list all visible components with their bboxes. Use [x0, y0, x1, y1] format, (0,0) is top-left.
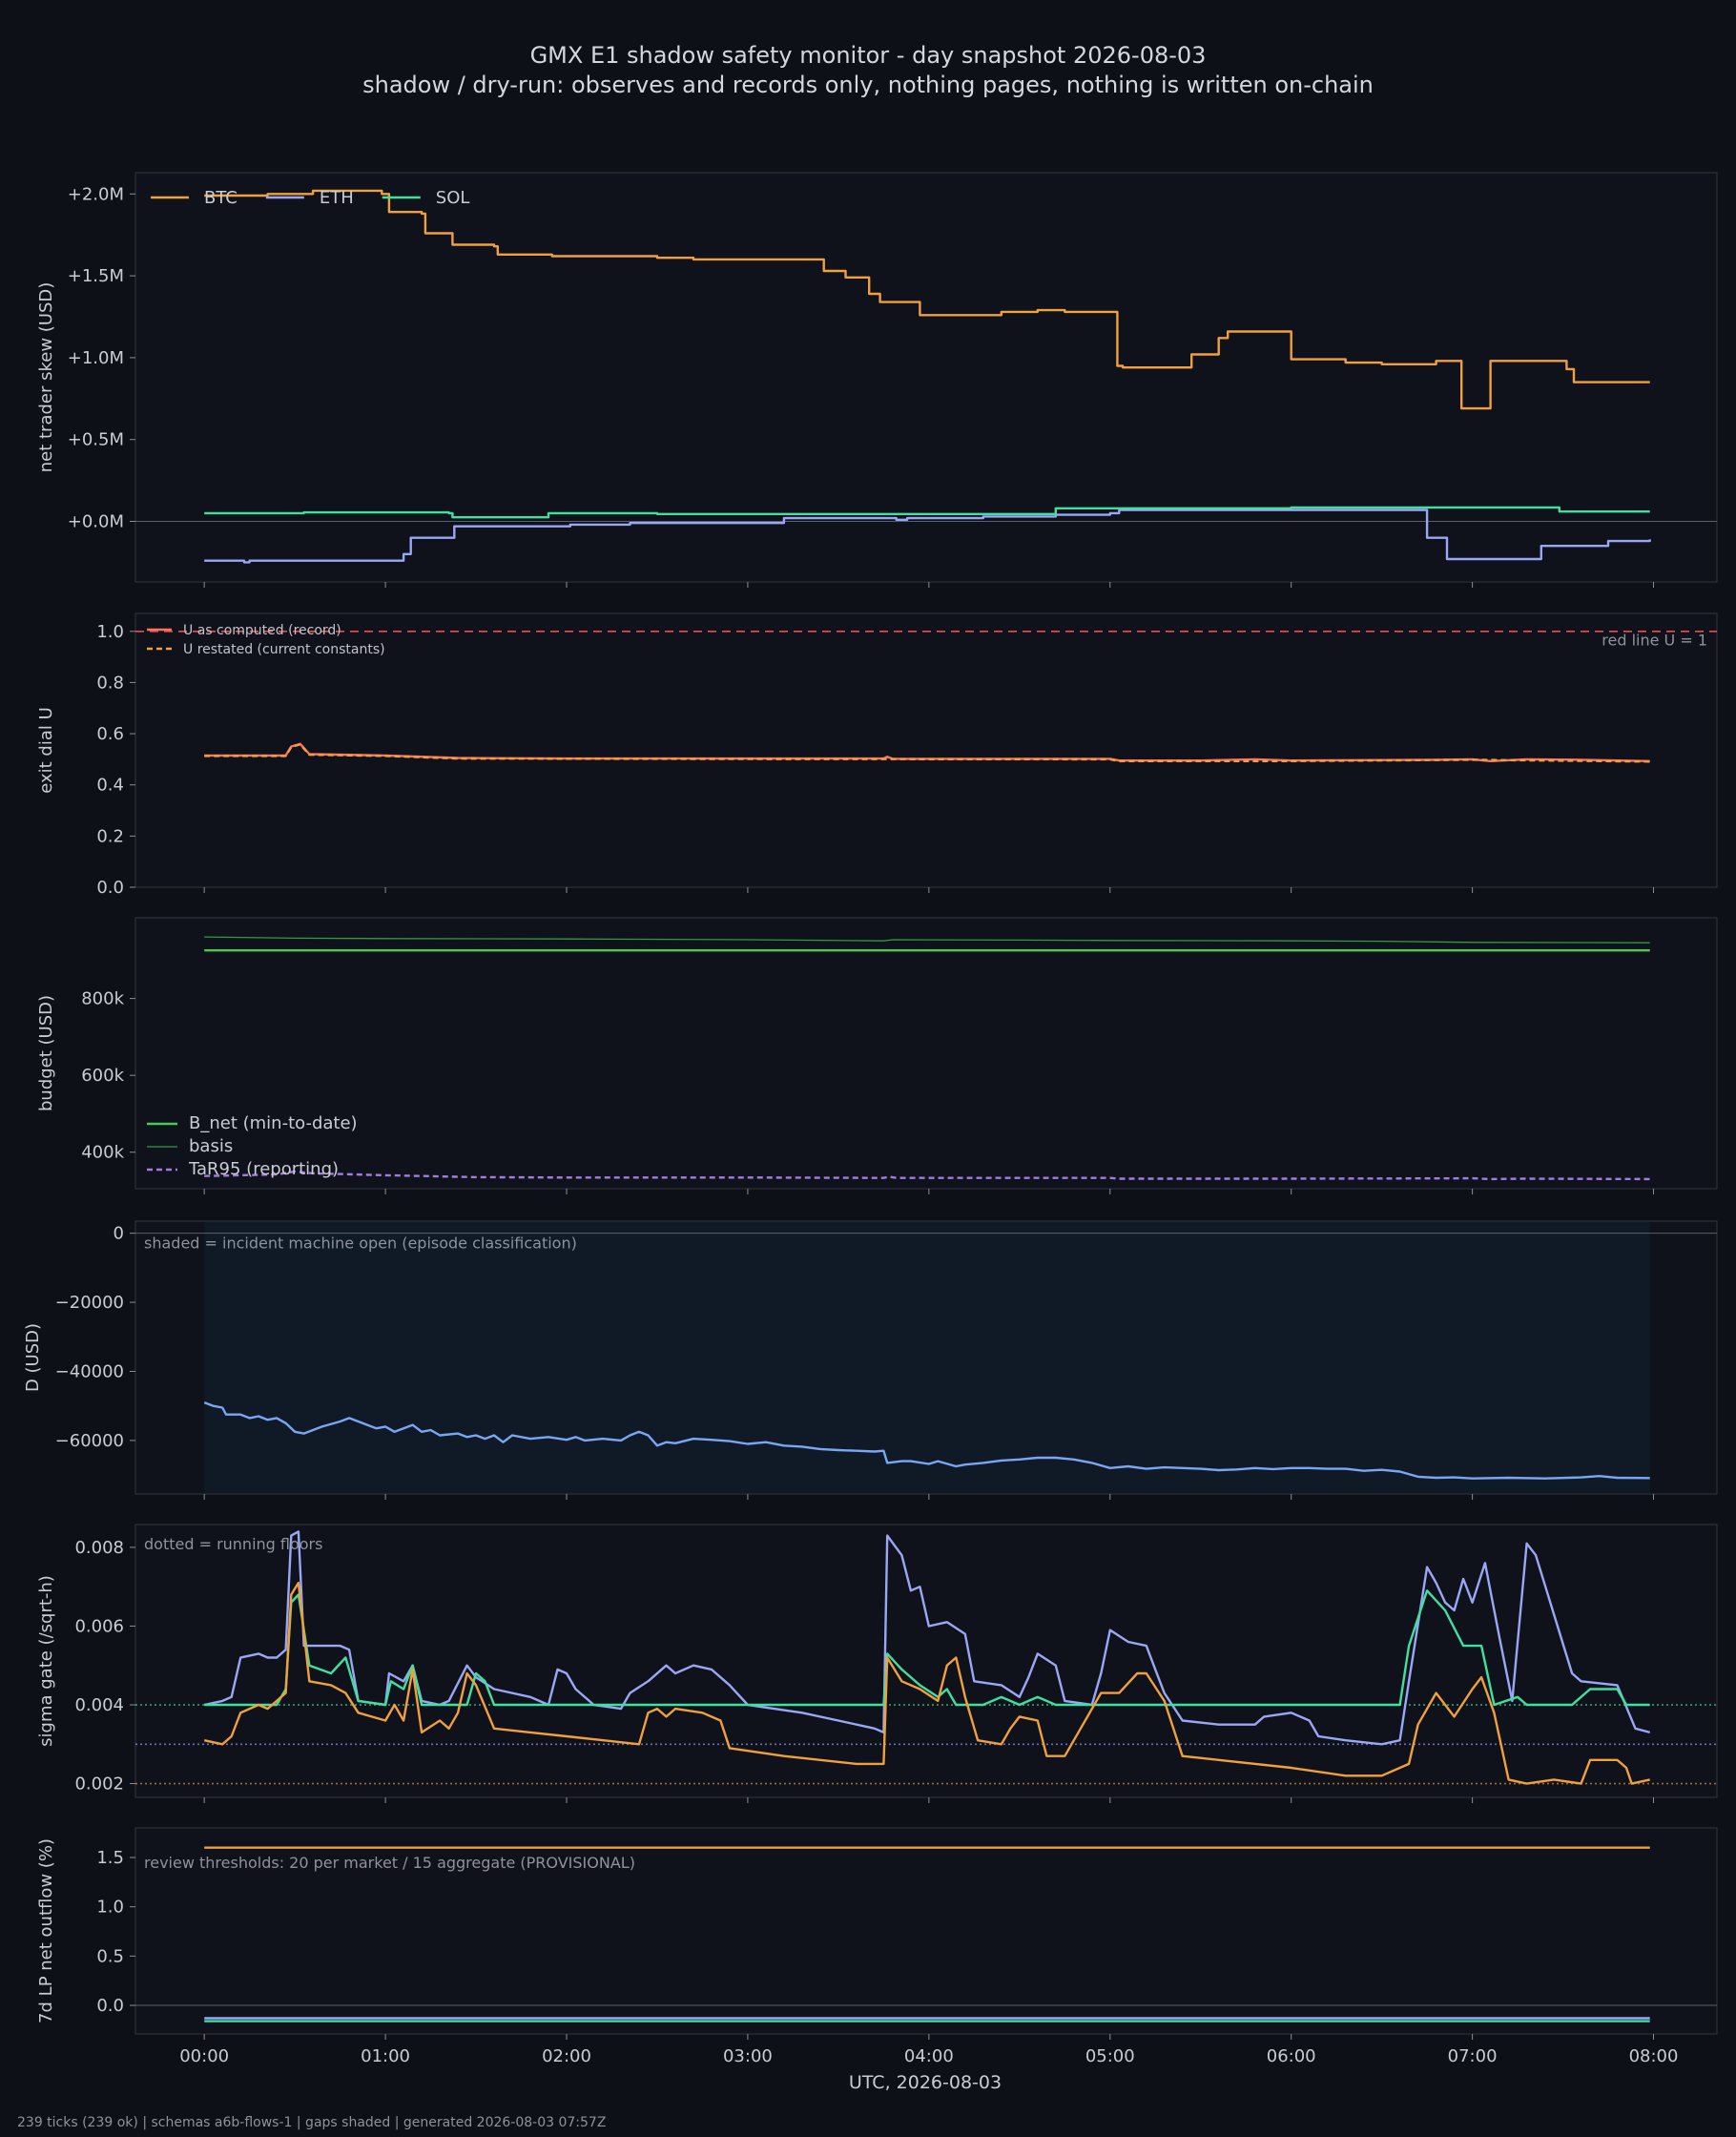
x-tick-label: 05:00 — [1085, 2046, 1135, 2066]
y-tick-label: −60000 — [55, 1431, 124, 1451]
y-tick-label: 800k — [81, 989, 124, 1009]
y-tick-label: −40000 — [55, 1361, 124, 1381]
y-axis-label: exit dial U — [36, 707, 56, 794]
legend-label: ETH — [320, 188, 354, 208]
y-axis-label: sigma gate (/sqrt-h) — [36, 1575, 56, 1747]
series-line-eth — [203, 1530, 1651, 1746]
annotation-text: red line U = 1 — [1602, 631, 1707, 649]
x-tick-label: 03:00 — [723, 2046, 773, 2066]
y-tick-label: +2.0M — [68, 184, 124, 204]
annotation-text: dotted = running floors — [144, 1535, 322, 1553]
legend-label: B_net (min-to-date) — [189, 1113, 358, 1133]
series-line-btc — [204, 189, 1650, 410]
legend-label: U restated (current constants) — [183, 642, 385, 657]
y-tick-label: 1.0 — [96, 622, 124, 642]
y-tick-label: 0.0 — [96, 878, 124, 898]
y-tick-label: +1.0M — [68, 348, 124, 368]
y-tick-label: 0.5 — [96, 1946, 124, 1966]
y-tick-label: 0.004 — [74, 1695, 124, 1715]
y-tick-label: 0.6 — [96, 724, 124, 744]
x-tick-label: 06:00 — [1267, 2046, 1316, 2066]
series-line-btc — [203, 1581, 1650, 1785]
panel-skew: +2.0M +1.5M +1.0M +0.5M +0.0M net trader skew… — [36, 172, 1718, 588]
chart-panels: +2.0M +1.5M +1.0M +0.5M +0.0M net trader skew… — [23, 172, 1718, 2066]
series-line-d — [203, 1400, 1650, 1480]
y-tick-label: 1.5 — [96, 1848, 124, 1868]
x-tick-label: 07:00 — [1448, 2046, 1498, 2066]
y-tick-label: 0.006 — [74, 1616, 124, 1636]
legend-label: TaR95 (reporting) — [188, 1159, 339, 1179]
series-line-u-restated-current-constants — [204, 743, 1650, 763]
y-tick-label: +0.5M — [68, 430, 124, 450]
figure-subtitle: shadow / dry-run: observes and records o… — [362, 72, 1374, 98]
legend: B_net (min-to-date) basis TaR95 (reporting… — [147, 1113, 358, 1179]
x-tick-label: 02:00 — [542, 2046, 591, 2066]
x-axis-label: UTC, 2026-08-03 — [849, 2072, 1002, 2093]
y-tick-label: 400k — [81, 1143, 124, 1163]
y-tick-label: 0.4 — [96, 776, 124, 796]
series-line-basis — [204, 936, 1650, 944]
legend-label: basis — [189, 1136, 233, 1156]
panel-frame — [134, 917, 1718, 1190]
annotation-text: shaded = incident machine open (episode … — [144, 1234, 577, 1252]
x-tick-label: 08:00 — [1629, 2046, 1679, 2066]
y-axis-label: budget (USD) — [36, 995, 56, 1111]
x-tick-label: 04:00 — [904, 2046, 954, 2066]
panel-sigma: 0.008 0.006 0.004 0.002 sigma gate (/sqrt-h)… — [36, 1524, 1718, 1803]
y-tick-label: 0.0 — [96, 1996, 124, 2016]
series-line-sol — [204, 1589, 1650, 1707]
y-tick-label: 0.008 — [74, 1538, 124, 1558]
y-tick-label: 1.0 — [96, 1898, 124, 1918]
panel-outflow: 1.5 1.0 0.5 0.0 00:00 01:00 02:00 03:00 04:00 05:… — [36, 1827, 1718, 2066]
incident-shade — [204, 1222, 1650, 1493]
y-tick-label: +1.5M — [68, 266, 124, 286]
series-line-eth — [204, 508, 1651, 564]
y-tick-label: 0.002 — [74, 1774, 124, 1795]
legend-label: BTC — [204, 188, 238, 208]
legend-label: U as computed (record) — [183, 623, 341, 638]
legend: BTC ETH SOL — [151, 188, 469, 208]
panel-frame — [134, 172, 1718, 583]
figure-title: GMX E1 shadow safety monitor - day snaps… — [530, 42, 1207, 69]
x-tick-label: 01:00 — [361, 2046, 410, 2066]
y-tick-label: 0 — [114, 1224, 124, 1244]
legend-label: SOL — [436, 188, 470, 208]
footer-status: 239 ticks (239 ok) | schemas a6b-flows-1… — [17, 2115, 606, 2130]
annotation-text: review thresholds: 20 per market / 15 ag… — [144, 1854, 635, 1872]
y-axis-label: net trader skew (USD) — [36, 282, 56, 473]
panel-frame — [134, 1827, 1718, 2035]
panel-budget: 800k 600k 400k budget (USD) B_net (min-to-da… — [36, 917, 1718, 1194]
y-tick-label: 0.8 — [96, 673, 124, 693]
y-tick-label: 600k — [81, 1066, 124, 1086]
panel-exit: 1.0 0.8 0.6 0.4 0.2 0.0 exit dial U red line U … — [36, 612, 1718, 898]
legend: U as computed (record) U restated (curren… — [147, 623, 385, 657]
y-tick-label: +0.0M — [68, 512, 124, 532]
panel-deficit: 0 −20000 −40000 −60000 D (USD) shaded = incid… — [23, 1220, 1718, 1500]
y-tick-label: 0.2 — [96, 826, 124, 846]
x-tick-label: 00:00 — [179, 2046, 229, 2066]
y-tick-label: −20000 — [55, 1293, 124, 1313]
series-line-sol — [204, 506, 1650, 519]
y-axis-label: D (USD) — [23, 1323, 43, 1392]
panel-frame — [134, 1524, 1718, 1798]
panel-frame — [134, 612, 1718, 888]
y-axis-label: 7d LP net outflow (%) — [36, 1838, 56, 2023]
series-line-tar95-reporting — [204, 1170, 1650, 1181]
